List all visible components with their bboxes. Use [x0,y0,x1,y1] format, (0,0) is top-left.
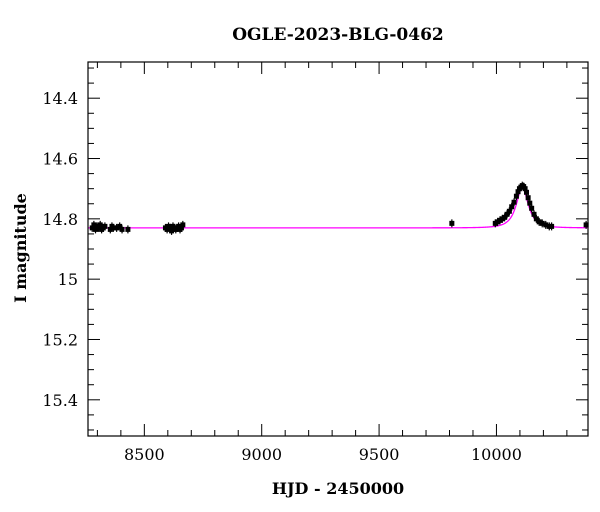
x-axis-label: HJD - 2450000 [272,479,404,498]
point-marker [176,223,182,229]
point-marker [506,208,512,214]
data-point [583,220,589,229]
y-axis-label: I magnitude [11,193,30,303]
point-marker [167,225,173,231]
point-marker [533,216,539,222]
point-marker [164,226,170,232]
point-marker [502,214,508,220]
point-marker [527,200,533,206]
x-tick-label: 8500 [124,445,165,464]
point-marker [525,195,531,201]
data-point [523,188,529,197]
data-point [119,225,125,234]
data-point [539,219,545,228]
data-point [114,223,120,232]
axis-ticks: 8500 9000 9500 10000 14.4 14.6 14.8 15 15.2 15.4 [42,62,588,464]
point-marker [449,220,455,226]
y-tick-label: 15.2 [42,330,78,349]
data-point [449,219,455,228]
data-point [180,220,186,229]
point-marker [125,226,131,232]
point-marker [513,193,519,199]
y-tick-label: 15.4 [42,391,78,410]
data-point [543,220,549,229]
point-marker [178,225,184,231]
point-marker [511,199,517,205]
point-marker [549,223,555,229]
point-marker [504,211,510,217]
data-point [102,222,108,231]
x-tick-label: 10000 [471,445,522,464]
point-marker [529,205,535,211]
point-marker [543,222,549,228]
y-tick-label: 15 [58,270,78,289]
point-marker [523,189,529,195]
point-marker [509,204,515,210]
point-marker [93,226,99,232]
point-marker [117,223,123,229]
point-marker [107,226,113,232]
point-marker [114,225,120,231]
chart-title: OGLE-2023-BLG-0462 [232,25,444,45]
point-marker [539,220,545,226]
point-marker [110,225,116,231]
data-point [533,214,539,223]
plot-frame [87,61,589,437]
point-marker [102,223,108,229]
y-tick-label: 14.4 [42,89,78,108]
point-marker [583,222,589,228]
x-tick-label: 9000 [241,445,282,464]
point-marker [515,189,521,195]
point-marker [522,186,528,192]
point-marker [97,222,103,228]
y-tick-label: 14.8 [42,210,78,229]
point-marker [169,228,175,234]
y-tick-label: 14.6 [42,150,78,169]
point-marker [180,222,186,228]
point-marker [89,225,95,231]
data-point [125,225,131,234]
point-marker [536,219,542,225]
point-marker [531,211,537,217]
data-points [89,181,589,235]
point-marker [96,225,102,231]
data-point [525,193,531,202]
data-point [511,198,517,207]
data-point [529,204,535,213]
point-marker [91,222,97,228]
data-point [110,223,116,232]
data-point [549,222,555,231]
data-point [536,217,542,226]
x-tick-label: 9500 [359,445,400,464]
point-marker [119,226,125,232]
